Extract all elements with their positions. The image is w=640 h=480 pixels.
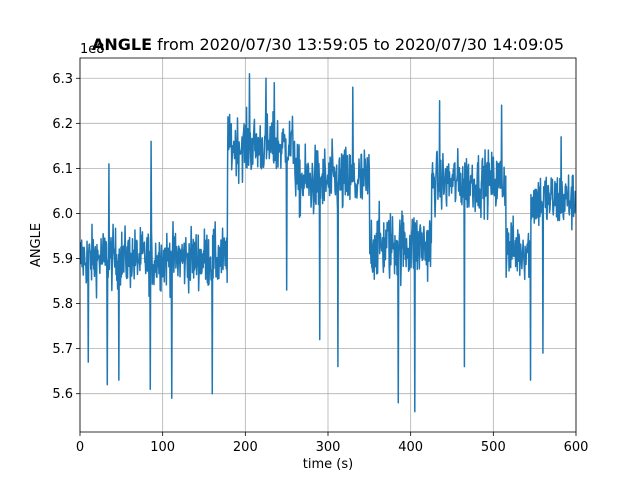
y-tick-label: 6.1 (52, 162, 73, 177)
chart-title-rest: from 2020/07/30 13:59:05 to 2020/07/30 1… (152, 35, 564, 54)
x-tick-label: 300 (316, 440, 341, 455)
y-tick-label: 5.6 (52, 387, 73, 402)
y-tick-label: 6.2 (52, 117, 73, 132)
chart-title: ANGLE from 2020/07/30 13:59:05 to 2020/0… (92, 35, 564, 54)
x-tick-label: 600 (564, 440, 589, 455)
x-axis: 0 100 200 300 400 500 600 (76, 432, 589, 455)
x-tick-label: 100 (150, 440, 175, 455)
series-line (80, 73, 576, 413)
y-tick-label: 6.3 (52, 72, 73, 87)
y-tick-label: 5.8 (52, 297, 73, 312)
x-tick-label: 200 (233, 440, 258, 455)
x-tick-label: 400 (398, 440, 423, 455)
y-axis-label: ANGLE (29, 223, 44, 267)
x-tick-label: 0 (76, 440, 84, 455)
y-tick-label: 6.0 (52, 207, 73, 222)
grid (79, 58, 577, 432)
chart-title-bold: ANGLE (92, 35, 152, 54)
x-tick-label: 500 (481, 440, 506, 455)
y-tick-label: 5.7 (52, 342, 73, 357)
y-tick-label: 5.9 (52, 252, 73, 267)
y-axis: 5.6 5.7 5.8 5.9 6.0 6.1 6.2 6.3 (52, 72, 80, 402)
x-axis-label: time (s) (303, 457, 353, 472)
y-offset-label: 1e8 (80, 42, 105, 57)
